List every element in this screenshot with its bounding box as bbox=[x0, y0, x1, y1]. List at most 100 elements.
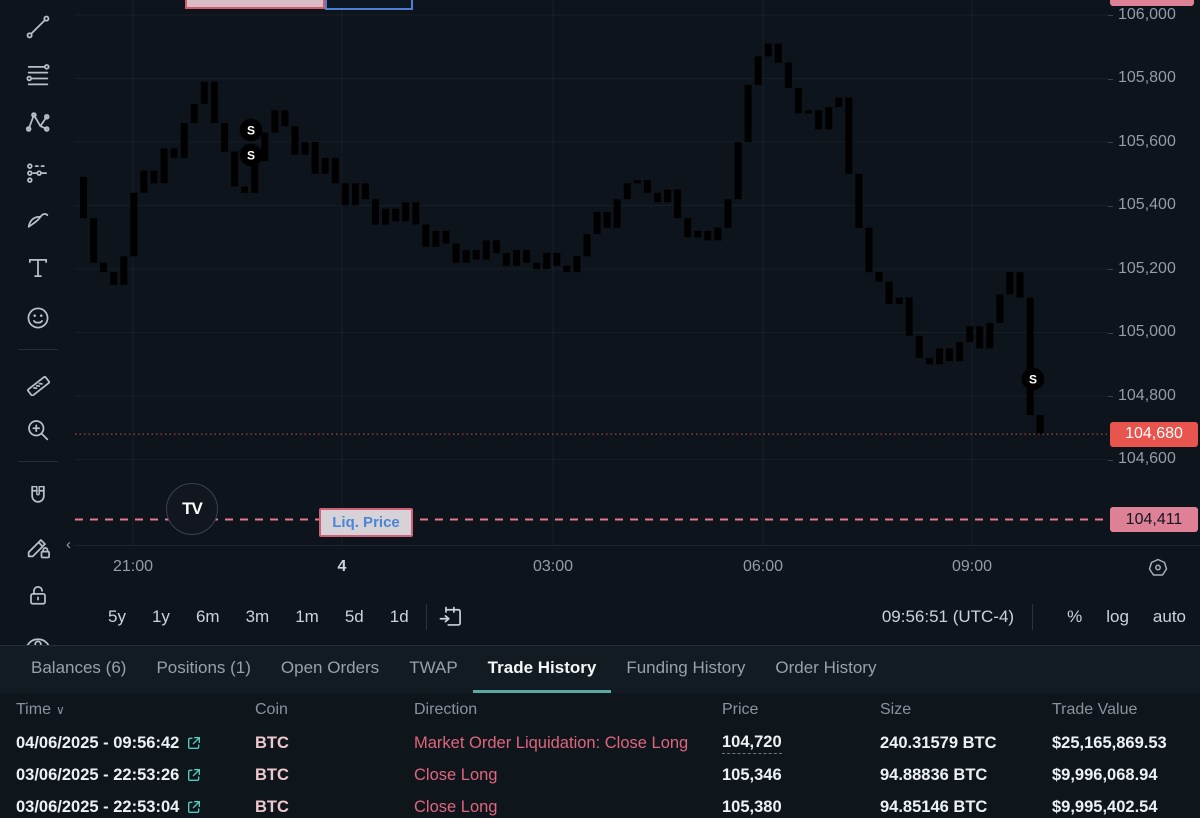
candle bbox=[774, 43, 782, 63]
trade-price[interactable]: 104,720 bbox=[722, 733, 782, 754]
sell-marker[interactable]: S bbox=[239, 118, 263, 142]
candle bbox=[160, 148, 168, 184]
candle bbox=[351, 183, 359, 206]
lock-all-drawings-tool[interactable] bbox=[0, 573, 75, 617]
candle bbox=[422, 224, 430, 247]
candle bbox=[553, 253, 561, 266]
candle bbox=[694, 230, 702, 238]
price-tick-mark bbox=[1108, 269, 1113, 270]
tab-twap[interactable]: TWAP bbox=[409, 658, 458, 677]
tx-link[interactable] bbox=[186, 735, 202, 751]
candle bbox=[704, 230, 712, 241]
column-header-direction: Direction bbox=[414, 701, 478, 718]
price-tick-label: 104,800 bbox=[1118, 386, 1176, 404]
clipped-order-control-right[interactable] bbox=[325, 0, 413, 10]
candle bbox=[221, 123, 228, 152]
candle bbox=[845, 97, 853, 174]
range-button-5y[interactable]: 5y bbox=[108, 606, 126, 626]
axis-settings-icon[interactable] bbox=[1146, 556, 1170, 580]
tab-balances-6[interactable]: Balances (6) bbox=[31, 658, 127, 677]
range-button-3m[interactable]: 3m bbox=[245, 606, 270, 626]
tradingview-logo[interactable]: TV bbox=[166, 483, 218, 535]
collapse-axis-chevron-icon[interactable]: ‹ bbox=[66, 536, 71, 553]
clipped-order-control-left[interactable] bbox=[185, 0, 325, 9]
column-header-coin: Coin bbox=[255, 701, 288, 718]
clock[interactable]: 09:56:51 (UTC-4) bbox=[881, 606, 1015, 626]
tx-link[interactable] bbox=[186, 799, 202, 815]
candle bbox=[825, 107, 833, 130]
svg-text:S: S bbox=[1029, 373, 1037, 387]
pattern-tool[interactable] bbox=[0, 100, 75, 144]
time-tick-label: 4 bbox=[337, 558, 347, 575]
candle bbox=[905, 297, 913, 336]
candle bbox=[573, 256, 581, 273]
zoom-in-tool[interactable] bbox=[0, 408, 75, 452]
range-button-1m[interactable]: 1m bbox=[295, 606, 319, 626]
auto-scale-button[interactable]: auto bbox=[1152, 606, 1186, 626]
forecast-icon bbox=[26, 163, 47, 183]
price-tick-label: 105,800 bbox=[1118, 69, 1176, 86]
tx-link[interactable] bbox=[186, 767, 202, 783]
trade-value: $25,165,869.53 bbox=[1052, 733, 1167, 752]
sell-marker[interactable]: S bbox=[239, 143, 263, 167]
price-axis[interactable]: 106,000 105,800 105,600 105,400 105,200 105,0… bbox=[1108, 0, 1200, 545]
candle bbox=[392, 208, 400, 222]
candle bbox=[462, 250, 470, 263]
candle bbox=[110, 272, 118, 285]
brush-tool[interactable] bbox=[0, 199, 75, 243]
table-row: 03/06/2025 - 22:53:26 BTC Close Long 105,34… bbox=[0, 759, 1200, 791]
candle bbox=[654, 192, 661, 203]
candle bbox=[623, 183, 631, 200]
candle bbox=[291, 126, 299, 155]
candle bbox=[643, 180, 651, 193]
range-button-1d[interactable]: 1d bbox=[389, 606, 409, 626]
range-button-1y[interactable]: 1y bbox=[151, 606, 170, 626]
trend-line-tool[interactable] bbox=[0, 5, 75, 49]
candle bbox=[432, 230, 440, 247]
forecast-tool[interactable] bbox=[0, 150, 75, 194]
log-scale-button[interactable]: log bbox=[1106, 606, 1129, 626]
drawing-toolbar bbox=[0, 0, 75, 648]
tab-positions-1[interactable]: Positions (1) bbox=[156, 658, 251, 677]
fib-retracement-tool[interactable] bbox=[0, 53, 75, 97]
candle bbox=[492, 240, 500, 254]
liq-price-label[interactable]: Liq. Price bbox=[319, 508, 413, 537]
magnet-tool[interactable] bbox=[0, 474, 75, 518]
emoji-icon bbox=[27, 307, 48, 329]
column-header-time[interactable]: Time ∨ bbox=[16, 701, 65, 718]
xabcd-pattern-icon bbox=[25, 112, 49, 132]
time-tick-label: 21:00 bbox=[112, 558, 154, 575]
range-button-6m[interactable]: 6m bbox=[195, 606, 220, 626]
time-axis[interactable]: 21:00 4 03:00 06:00 09:00 bbox=[75, 545, 1200, 588]
candle bbox=[502, 253, 510, 266]
candle bbox=[170, 148, 178, 158]
goto-date-button[interactable] bbox=[437, 603, 464, 630]
trade-size: 94.88836 BTC bbox=[880, 765, 988, 784]
tab-funding-history[interactable]: Funding History bbox=[626, 658, 746, 677]
tab-open-orders[interactable]: Open Orders bbox=[280, 658, 380, 677]
price-tick-mark bbox=[1108, 459, 1113, 461]
calendar-icon bbox=[439, 606, 461, 626]
emoji-tool[interactable] bbox=[0, 296, 75, 340]
candle bbox=[130, 192, 138, 257]
candle bbox=[885, 281, 893, 304]
price-tick-mark bbox=[1108, 78, 1113, 80]
trade-size: 240.31579 BTC bbox=[880, 733, 997, 752]
drawing-mode-lock-tool[interactable] bbox=[0, 525, 75, 569]
candle bbox=[563, 265, 571, 273]
range-button-5d[interactable]: 5d bbox=[344, 606, 364, 626]
table-body: 04/06/2025 - 09:56:42 BTC Market Order Liq… bbox=[0, 727, 1200, 818]
tab-trade-history[interactable]: Trade History bbox=[472, 646, 612, 693]
candle bbox=[946, 348, 953, 362]
last-price-badge: 104,680 bbox=[1110, 421, 1198, 447]
trade-value: $9,996,068.94 bbox=[1052, 765, 1158, 784]
candle bbox=[311, 142, 319, 174]
sell-marker[interactable]: S bbox=[1021, 367, 1045, 391]
ruler-icon bbox=[26, 375, 50, 396]
text-tool[interactable] bbox=[0, 246, 75, 290]
measure-tool[interactable] bbox=[0, 360, 75, 404]
tab-order-history[interactable]: Order History bbox=[775, 658, 877, 677]
percent-scale-button[interactable]: % bbox=[1067, 606, 1083, 626]
